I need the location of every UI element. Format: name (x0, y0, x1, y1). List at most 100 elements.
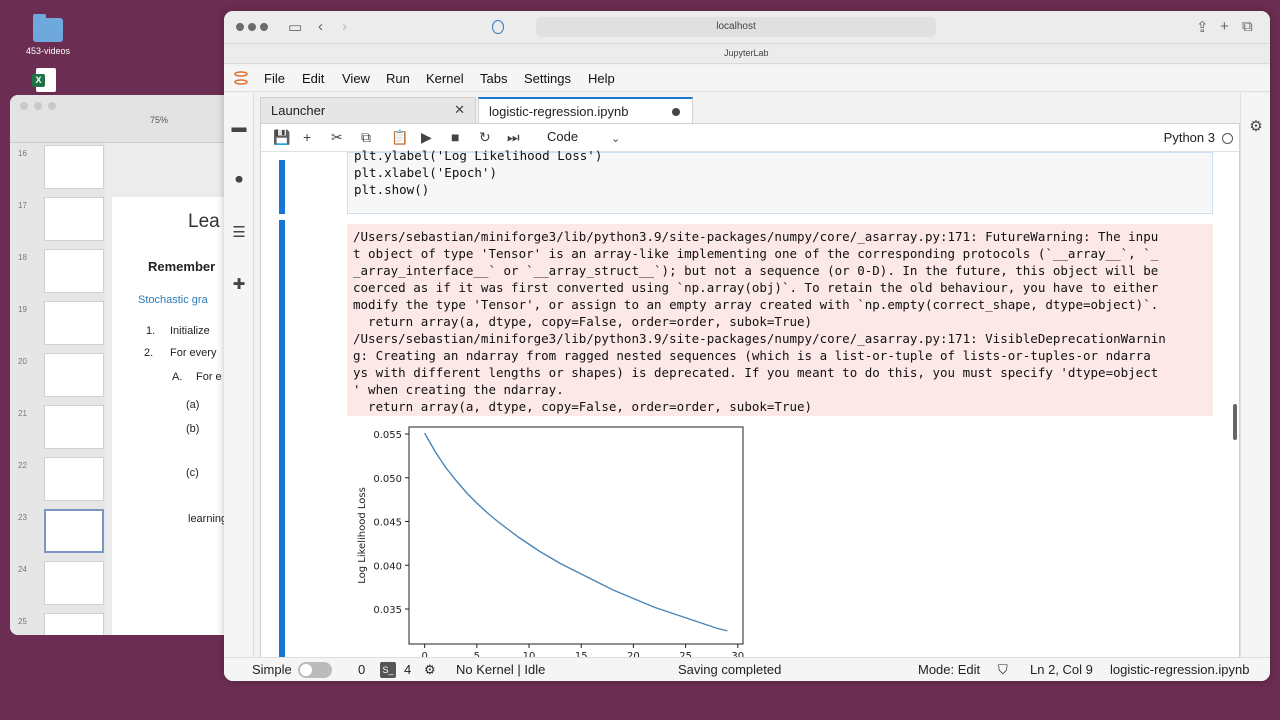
excel-icon (32, 68, 56, 92)
new-tab-icon[interactable]: + (1220, 18, 1229, 35)
kernel-status[interactable]: No Kernel | Idle (456, 662, 546, 677)
code-cell-editor[interactable]: plt.ylabel('Log Likelihood Loss') plt.xla… (347, 148, 1213, 214)
loss-chart: 0 5 10 15 20 25 30 0.035 0.040 0.045 0.050 0.055 Log… (357, 426, 744, 662)
slide-thumbnail[interactable] (44, 301, 104, 345)
loss-series-line (424, 432, 728, 632)
zoom-dot[interactable] (48, 102, 56, 110)
slide-thumbnail[interactable] (44, 613, 104, 635)
status-bar: Simple 0 S_ 4 ⚙ No Kernel | Idle Saving … (224, 657, 1270, 681)
slide-thumbnail[interactable] (44, 457, 104, 501)
x-tick-label: 5 (474, 651, 480, 662)
menu-run[interactable]: Run (386, 71, 410, 86)
notebook-panel[interactable]: 💾 + ✂ ⧉ 📋 ▶ ■ ↻ ⏭ Code ⌄ Python 3 plt.yl… (260, 123, 1240, 663)
output-line: return array(a, dtype, copy=False, order… (353, 399, 813, 414)
menu-settings[interactable]: Settings (524, 71, 571, 86)
menu-edit[interactable]: Edit (302, 71, 325, 86)
output-line: ys with different lengths or shapes) is … (353, 365, 1159, 380)
output-line: return array(a, dtype, copy=False, order… (353, 314, 813, 329)
jupyter-menubar: File Edit View Run Kernel Tabs Settings Help (224, 66, 1270, 92)
kernel-count: 4 (404, 662, 412, 677)
menu-file[interactable]: File (264, 71, 285, 86)
tab-launcher-label: Launcher (271, 103, 326, 118)
kernel-settings-icon[interactable]: ⚙ (424, 662, 436, 677)
chevron-down-icon[interactable]: ⌄ (611, 133, 621, 145)
menu-kernel[interactable]: Kernel (426, 71, 464, 86)
copy-icon[interactable]: ⧉ (361, 129, 371, 145)
menu-tabs[interactable]: Tabs (480, 71, 508, 86)
close-dot[interactable] (20, 102, 28, 110)
zoom-dot[interactable] (260, 23, 268, 31)
slide-thumbnail[interactable] (44, 405, 104, 449)
right-sidebar: ⚙ (1240, 93, 1270, 663)
tab-overview-icon[interactable]: ⧉ (1242, 18, 1253, 35)
slide-number: 20 (18, 357, 27, 366)
back-icon[interactable]: ‹ (318, 18, 323, 35)
current-slide: Lea Remember Stochastic gra 1. Initializ… (112, 197, 232, 635)
code-line: plt.show() (354, 182, 430, 197)
jupyter-window[interactable]: ▭ ‹ › localhost ⇪ + ⧉ JupyterLab File Edi… (224, 11, 1270, 681)
desktop-excel-file[interactable] (32, 68, 56, 92)
slide-stochastic: Stochastic gra (138, 294, 208, 306)
tab-notebook[interactable]: logistic-regression.ipynb (478, 97, 693, 123)
close-dot[interactable] (236, 23, 244, 31)
running-kernels-icon[interactable]: ⏺ (235, 171, 243, 188)
presentation-window[interactable]: 75% 16 17 18 19 20 21 22 23 24 25 Lea Remember St… (10, 95, 242, 635)
notebook-toolbar: 💾 + ✂ ⧉ 📋 ▶ ■ ↻ ⏭ Code ⌄ Python 3 (261, 124, 1239, 152)
slide-thumbnail[interactable] (44, 249, 104, 293)
extensions-icon[interactable]: ✚ (232, 276, 246, 293)
slide-thumbnail[interactable] (44, 561, 104, 605)
notification-icon[interactable]: ⛉ (998, 662, 1008, 677)
minimize-dot[interactable] (248, 23, 256, 31)
address-bar[interactable]: localhost (536, 17, 936, 37)
simple-mode-toggle[interactable] (298, 662, 332, 678)
x-tick-label: 0 (421, 651, 427, 662)
property-inspector-icon[interactable]: ⚙ (1249, 118, 1263, 135)
scrollbar-thumb[interactable] (1233, 404, 1237, 440)
restart-icon[interactable]: ↻ (479, 129, 491, 145)
stop-icon[interactable]: ■ (451, 129, 460, 145)
output-line: /Users/sebastian/miniforge3/lib/python3.… (353, 331, 1166, 346)
fast-forward-icon[interactable]: ⏭ (507, 129, 520, 145)
save-icon[interactable]: 💾 (273, 129, 291, 145)
terminal-icon[interactable]: S_ (380, 662, 396, 678)
slide-thumbnail[interactable] (44, 145, 104, 189)
slide-number: 17 (18, 201, 27, 210)
cursor-position[interactable]: Ln 2, Col 9 (1030, 662, 1093, 677)
folder-icon[interactable]: ▬ (231, 119, 247, 136)
slide-number: 23 (18, 513, 27, 522)
privacy-shield-icon[interactable] (492, 20, 504, 34)
code-cell-marker[interactable] (279, 160, 285, 214)
x-tick-label: 15 (575, 651, 588, 662)
run-icon[interactable]: ▶ (421, 129, 432, 145)
close-icon[interactable]: ✕ (454, 102, 465, 117)
add-cell-icon[interactable]: + (303, 129, 312, 145)
output-cell-marker[interactable] (279, 220, 285, 662)
minimize-dot[interactable] (34, 102, 42, 110)
slide-title: Lea (188, 211, 220, 232)
slide-thumbnail[interactable] (44, 509, 104, 553)
x-tick-label: 20 (627, 651, 640, 662)
tab-launcher[interactable]: Launcher ✕ (260, 97, 476, 123)
zoom-level[interactable]: 75% (150, 115, 169, 125)
menu-view[interactable]: View (342, 71, 370, 86)
terminal-count: 0 (358, 662, 366, 677)
sidebar-icon[interactable]: ▭ (288, 19, 303, 36)
share-icon[interactable]: ⇪ (1196, 19, 1209, 36)
slide-number: 19 (18, 305, 27, 314)
cell-type-select[interactable]: Code (547, 129, 579, 144)
forward-icon[interactable]: › (342, 18, 347, 35)
slide-thumbnail[interactable] (44, 353, 104, 397)
desktop-folder[interactable]: 453-videos (26, 14, 70, 56)
unsaved-dot-icon[interactable] (672, 108, 680, 116)
slide-navigator[interactable]: 16 17 18 19 20 21 22 23 24 25 (10, 143, 105, 635)
slide-step-2: For every (170, 347, 217, 359)
slide-thumbnail[interactable] (44, 197, 104, 241)
paste-icon[interactable]: 📋 (391, 129, 409, 145)
browser-titlebar: ▭ ‹ › localhost ⇪ + ⧉ (224, 11, 1270, 44)
table-of-contents-icon[interactable]: ☰ (232, 224, 246, 241)
kernel-name[interactable]: Python 3 (1163, 130, 1215, 145)
browser-page-title[interactable]: JupyterLab (724, 48, 769, 58)
y-tick-label: 0.050 (373, 474, 402, 485)
cut-icon[interactable]: ✂ (331, 129, 343, 145)
menu-help[interactable]: Help (588, 71, 615, 86)
